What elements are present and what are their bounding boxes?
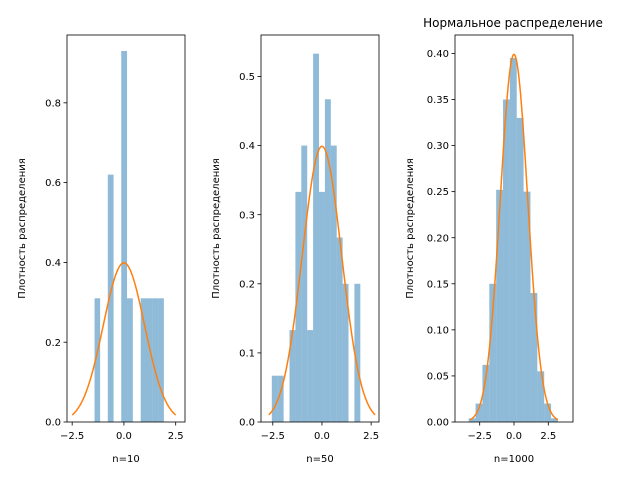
histogram-bar bbox=[140, 298, 147, 422]
y-tick-label: 0.30 bbox=[427, 141, 449, 152]
histogram-bar bbox=[94, 298, 101, 422]
histogram-bar bbox=[523, 191, 531, 422]
y-tick-label: 0.2 bbox=[239, 279, 255, 290]
x-tick-label: −2.5 bbox=[261, 431, 285, 442]
histogram-bar bbox=[324, 99, 331, 423]
histogram-bar bbox=[313, 53, 320, 422]
histogram-bar bbox=[146, 298, 153, 422]
histogram-bar bbox=[516, 117, 524, 423]
x-tick-label: −2.5 bbox=[60, 431, 84, 442]
x-tick-label: −2.5 bbox=[468, 431, 492, 442]
x-tick-label: 0.0 bbox=[116, 431, 132, 442]
histogram-bar bbox=[336, 237, 343, 422]
y-tick-label: 0.0 bbox=[239, 418, 255, 429]
chart-title: Нормальное распределение bbox=[423, 16, 603, 30]
histogram-bar bbox=[330, 145, 337, 422]
histogram-bar bbox=[354, 283, 361, 422]
y-tick-label: 0.00 bbox=[427, 418, 449, 429]
x-axis-label: n=1000 bbox=[494, 454, 534, 465]
histogram-bar bbox=[127, 298, 133, 422]
y-tick-label: 0.20 bbox=[427, 233, 449, 244]
y-tick-label: 0.25 bbox=[427, 187, 449, 198]
x-tick-label: 0.0 bbox=[314, 431, 330, 442]
histogram-bar bbox=[307, 330, 314, 422]
y-tick-label: 0.3 bbox=[239, 210, 255, 221]
y-tick-label: 0.6 bbox=[45, 178, 61, 189]
histogram-bar bbox=[277, 375, 284, 422]
histogram-bar bbox=[503, 99, 510, 422]
histogram-bar bbox=[482, 364, 490, 422]
y-tick-label: 0.4 bbox=[239, 141, 255, 152]
histogram-bar bbox=[289, 330, 296, 422]
x-tick-label: 0.0 bbox=[506, 431, 522, 442]
histogram-bar bbox=[475, 403, 483, 422]
histogram-bar bbox=[342, 283, 349, 422]
y-axis-label: Плотность распределения bbox=[405, 158, 416, 299]
histogram-bar bbox=[121, 50, 128, 423]
normal-pdf-curve bbox=[469, 53, 559, 421]
histogram-bar bbox=[489, 283, 497, 422]
x-axis-label: n=50 bbox=[306, 454, 333, 465]
histogram-bar bbox=[468, 418, 476, 422]
histogram-bar bbox=[551, 418, 558, 422]
x-axis-label: n=10 bbox=[112, 454, 139, 465]
y-tick-label: 0.1 bbox=[239, 348, 255, 359]
histogram-bar bbox=[107, 174, 114, 422]
y-tick-label: 0.5 bbox=[239, 72, 255, 83]
y-axis-label: Плотность распределения bbox=[17, 158, 28, 299]
y-tick-label: 0.15 bbox=[427, 279, 449, 290]
y-tick-label: 0.05 bbox=[427, 372, 449, 383]
histogram-bar bbox=[295, 191, 302, 422]
y-tick-label: 0.4 bbox=[45, 258, 61, 269]
histogram-bar bbox=[496, 189, 504, 422]
subplot-n50: −2.5 0.0 2.5 0.0 0.1 0.2 0.3 0.4 0.5 n=50 Плотност… bbox=[211, 34, 380, 465]
histogram-bar bbox=[158, 298, 164, 422]
subplot-n1000: −2.5 0.0 2.5 0.00 0.05 0.10 0.15 0.20 0.25 0.30 0.… bbox=[405, 16, 603, 465]
y-axis-label: Плотность распределения bbox=[211, 158, 222, 299]
normal-pdf-curve bbox=[268, 145, 376, 416]
x-tick-label: 2.5 bbox=[540, 431, 556, 442]
y-tick-label: 0.35 bbox=[427, 95, 449, 106]
histogram-bar bbox=[271, 375, 278, 422]
axes-frame bbox=[66, 34, 186, 423]
y-tick-label: 0.10 bbox=[427, 325, 449, 336]
subplot-n10: −2.5 0.0 2.5 0.0 0.2 0.4 0.6 0.8 n=10 Плотность р… bbox=[17, 34, 186, 465]
y-tick-label: 0.40 bbox=[427, 49, 449, 60]
histogram-bar bbox=[319, 191, 325, 422]
y-tick-label: 0.0 bbox=[45, 418, 61, 429]
x-tick-label: 2.5 bbox=[363, 431, 379, 442]
normal-pdf-curve bbox=[71, 262, 177, 416]
histogram-bar bbox=[537, 371, 545, 422]
histogram-bar bbox=[509, 58, 517, 422]
x-tick-label: 2.5 bbox=[168, 431, 184, 442]
y-tick-label: 0.8 bbox=[45, 98, 61, 109]
histogram-bar bbox=[301, 145, 308, 422]
histogram-bar bbox=[152, 298, 159, 422]
histogram-bar bbox=[544, 403, 552, 422]
y-tick-label: 0.2 bbox=[45, 338, 61, 349]
histogram-bar bbox=[530, 293, 538, 422]
axes-frame bbox=[260, 34, 380, 423]
